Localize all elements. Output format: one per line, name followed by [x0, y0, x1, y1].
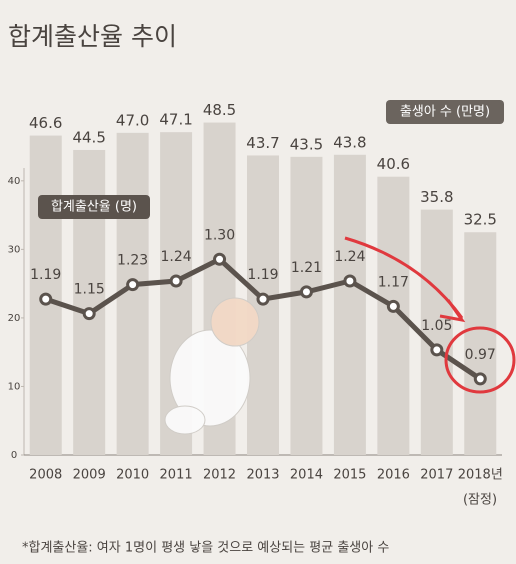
x-tick-label: 2017	[420, 468, 453, 483]
bar	[333, 154, 366, 455]
category-note: (잠정)	[463, 493, 497, 508]
x-tick-label: 2012	[203, 468, 236, 483]
annotation-circle	[444, 326, 516, 394]
bar-value-label: 47.0	[116, 111, 149, 129]
line-point	[473, 372, 487, 386]
legend-label: 출생아 수 (만명)	[400, 105, 490, 120]
line-point	[299, 285, 313, 299]
line-value-label: 1.24	[334, 249, 365, 265]
x-tick-label: 2016	[377, 468, 410, 483]
line-point	[213, 252, 227, 266]
bar-value-label: 32.5	[464, 211, 497, 229]
line-point	[343, 274, 357, 288]
legend-label: 합계출산율 (명)	[51, 200, 137, 215]
legend-box	[38, 195, 150, 219]
y-tick-label: 20	[8, 313, 21, 324]
bar-value-label: 43.8	[333, 133, 366, 151]
line-value-label: 1.19	[30, 267, 61, 283]
line-value-label: 1.24	[161, 249, 192, 265]
line-value-label: 1.23	[117, 253, 148, 269]
line-value-label: 1.05	[421, 318, 452, 334]
bar-value-label: 48.5	[203, 101, 236, 119]
x-tick-label: 2014	[290, 468, 323, 483]
line-point	[169, 274, 183, 288]
line-value-label: 1.30	[204, 227, 235, 243]
line-value-label: 1.21	[291, 260, 322, 276]
bar-value-label: 46.6	[29, 114, 62, 132]
bar	[464, 232, 497, 455]
line-value-label: 1.19	[247, 267, 278, 283]
x-tick-label: 2009	[73, 468, 106, 483]
line-value-label: 1.17	[378, 274, 409, 290]
y-tick-label: 40	[8, 176, 21, 187]
x-tick-label: 2013	[246, 468, 279, 483]
line-value-label: 1.15	[74, 282, 105, 298]
line-point	[256, 292, 270, 306]
y-tick-label: 0	[11, 450, 17, 461]
bar-value-label: 43.5	[290, 135, 323, 153]
chart-title: 합계출산율 추이	[8, 22, 177, 51]
y-tick-label: 10	[8, 381, 21, 392]
bar-value-label: 40.6	[377, 155, 410, 173]
x-tick-label: 2011	[160, 468, 193, 483]
line-point	[126, 278, 140, 292]
annotation-arrowhead	[439, 299, 466, 323]
bar-value-label: 43.7	[246, 134, 279, 152]
x-tick-label: 2015	[333, 468, 366, 483]
x-tick-label: 2018년	[458, 468, 503, 483]
x-tick-label: 2010	[116, 468, 149, 483]
bar	[420, 209, 453, 455]
legend-box	[386, 100, 504, 124]
bar-value-label: 47.1	[159, 111, 192, 129]
bar-value-label: 35.8	[420, 188, 453, 206]
line-point	[82, 307, 96, 321]
line-value-label: 0.97	[465, 347, 496, 363]
bar-value-label: 44.5	[72, 128, 105, 146]
line-point	[39, 292, 53, 306]
footnote: *합계출산율: 여자 1명이 평생 낳을 것으로 예상되는 평균 출생아 수	[22, 541, 389, 556]
bar	[290, 156, 323, 455]
line-point	[430, 343, 444, 357]
x-tick-label: 2008	[29, 468, 62, 483]
illustration	[164, 297, 260, 435]
y-tick-label: 30	[8, 244, 21, 255]
line-point	[386, 299, 400, 313]
